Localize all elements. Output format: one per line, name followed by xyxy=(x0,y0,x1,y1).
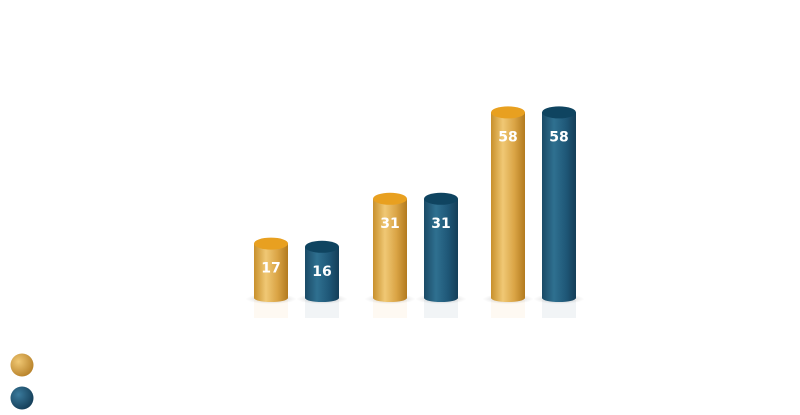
bar-body xyxy=(491,112,525,299)
bar-reflection xyxy=(542,300,576,318)
bar-value-label: 31 xyxy=(431,216,450,232)
bar-top-cap xyxy=(542,106,576,119)
bar: 17 xyxy=(245,237,297,318)
bar: 58 xyxy=(533,106,585,318)
bar: 31 xyxy=(364,192,416,318)
bar-bottom xyxy=(373,294,407,302)
bars-layer: 17 31 58 16 31 58 xyxy=(245,106,585,318)
bar-body xyxy=(424,198,458,298)
bar-body xyxy=(542,112,576,299)
bar-top-cap xyxy=(491,106,525,119)
legend xyxy=(10,353,34,410)
bar-top-cap xyxy=(254,237,288,250)
bar-value-label: 31 xyxy=(380,216,399,232)
bar-value-label: 16 xyxy=(312,264,331,280)
bar-body xyxy=(373,198,407,298)
bar-bottom xyxy=(424,294,458,302)
bar-reflection xyxy=(491,300,525,318)
bar: 58 xyxy=(482,106,534,318)
bar-bottom xyxy=(491,294,525,302)
bar: 16 xyxy=(296,240,348,318)
bar-bottom xyxy=(305,294,339,302)
bar-top-cap xyxy=(305,240,339,253)
bar-reflection xyxy=(254,300,288,318)
bar-value-label: 58 xyxy=(498,129,517,145)
bar-value-label: 58 xyxy=(549,129,568,145)
bar-body xyxy=(254,243,288,298)
bar-reflection xyxy=(373,300,407,318)
bar-top-cap xyxy=(373,192,407,205)
legend-marker xyxy=(10,353,34,377)
bar-bottom xyxy=(542,294,576,302)
bar: 31 xyxy=(415,192,467,318)
bar-body xyxy=(305,246,339,298)
legend-marker xyxy=(10,386,34,410)
bar-reflection xyxy=(424,300,458,318)
bar-value-label: 17 xyxy=(261,261,280,277)
bar-top-cap xyxy=(424,192,458,205)
bar-bottom xyxy=(254,294,288,302)
bar-reflection xyxy=(305,300,339,318)
